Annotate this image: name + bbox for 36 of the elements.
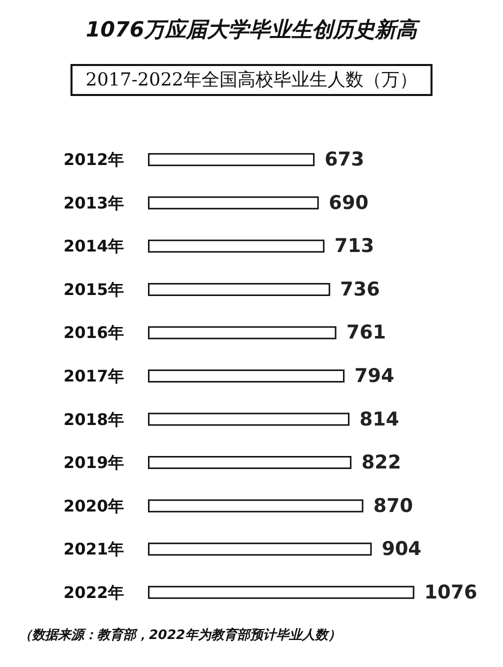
y-tick-label: 2013年 <box>63 193 124 212</box>
chart-title: 1076万应届大学毕业生创历史新高 <box>86 18 422 42</box>
bar <box>148 586 414 599</box>
data-label: 1076 <box>424 581 478 604</box>
y-tick-label: 2022年 <box>63 582 124 602</box>
bar <box>148 456 352 470</box>
data-label: 761 <box>346 322 386 344</box>
bar <box>148 412 350 426</box>
bar <box>148 196 319 210</box>
data-label: 904 <box>382 538 422 560</box>
data-label: 822 <box>361 452 402 474</box>
data-label: 713 <box>334 235 374 258</box>
y-tick-label: 2019年 <box>63 453 124 472</box>
chart-subtitle: 2017-2022年全国高校毕业生人数（万） <box>86 70 418 90</box>
y-tick-label: 2018年 <box>63 410 124 429</box>
data-label: 870 <box>373 494 413 517</box>
y-tick-label: 2015年 <box>63 280 124 299</box>
data-label: 673 <box>324 148 364 171</box>
data-label: 814 <box>359 408 400 430</box>
data-label: 736 <box>340 278 380 300</box>
y-tick-label: 2017年 <box>63 366 124 386</box>
bar <box>148 326 336 340</box>
bar <box>148 240 324 253</box>
data-label: 794 <box>354 365 394 387</box>
data-label: 690 <box>328 192 368 214</box>
y-tick-label: 2021年 <box>63 540 124 559</box>
bar <box>148 499 364 512</box>
bar <box>148 282 330 296</box>
y-tick-label: 2012年 <box>63 150 124 170</box>
bar <box>148 153 315 166</box>
y-tick-label: 2020年 <box>63 496 124 516</box>
text: （数据来源：教育部，2022年为教育部预计毕业人数） <box>19 627 342 643</box>
bar <box>148 370 345 382</box>
bar <box>148 542 372 556</box>
y-tick-label: 2014年 <box>63 236 124 256</box>
y-tick-label: 2016年 <box>63 323 124 342</box>
